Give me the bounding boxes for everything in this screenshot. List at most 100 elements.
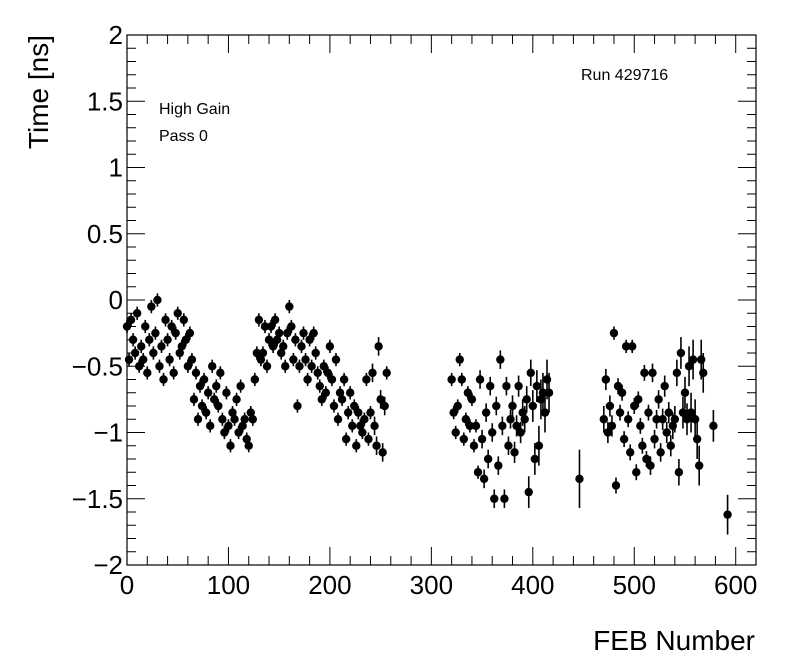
marker bbox=[504, 441, 513, 450]
marker bbox=[274, 328, 284, 338]
marker bbox=[654, 395, 663, 404]
marker bbox=[210, 395, 219, 404]
data-point bbox=[670, 406, 680, 433]
data-point bbox=[153, 293, 162, 307]
x-tick-label: 100 bbox=[207, 570, 250, 600]
marker bbox=[619, 434, 629, 444]
marker bbox=[628, 342, 637, 351]
marker bbox=[195, 381, 205, 391]
marker bbox=[686, 408, 696, 417]
data-point bbox=[502, 376, 511, 396]
marker bbox=[670, 415, 680, 424]
marker bbox=[490, 494, 499, 503]
data-point bbox=[544, 372, 554, 413]
data-point bbox=[179, 313, 189, 327]
data-point bbox=[191, 366, 201, 380]
data-point bbox=[528, 390, 538, 422]
marker bbox=[544, 388, 554, 397]
marker bbox=[455, 355, 464, 364]
marker bbox=[510, 448, 519, 457]
data-point bbox=[157, 339, 166, 353]
marker bbox=[248, 415, 257, 424]
marker bbox=[281, 362, 290, 371]
data-point bbox=[447, 372, 456, 387]
marker bbox=[471, 421, 481, 431]
marker bbox=[467, 395, 477, 404]
data-point bbox=[274, 326, 284, 340]
data-point bbox=[451, 425, 460, 440]
marker bbox=[514, 381, 523, 391]
marker bbox=[345, 388, 355, 397]
marker bbox=[193, 415, 203, 424]
marker bbox=[341, 434, 351, 444]
marker bbox=[652, 415, 661, 424]
marker bbox=[262, 362, 272, 371]
data-point bbox=[492, 396, 501, 416]
data-point bbox=[295, 359, 304, 373]
marker bbox=[376, 395, 385, 404]
data-point bbox=[193, 412, 203, 426]
marker bbox=[145, 335, 154, 344]
data-point bbox=[646, 456, 655, 475]
data-point bbox=[638, 437, 647, 454]
y-tick-label: −2 bbox=[93, 550, 123, 580]
marker bbox=[293, 401, 302, 411]
marker bbox=[697, 355, 706, 364]
marker bbox=[575, 474, 584, 484]
marker bbox=[153, 295, 162, 305]
marker bbox=[179, 315, 189, 325]
data-point bbox=[455, 353, 464, 367]
marker bbox=[528, 401, 538, 411]
data-point bbox=[321, 386, 331, 400]
data-point bbox=[366, 406, 375, 420]
data-point bbox=[678, 396, 688, 429]
data-point bbox=[325, 339, 335, 353]
marker bbox=[512, 421, 521, 431]
data-point bbox=[605, 395, 615, 417]
marker bbox=[234, 428, 243, 437]
data-point bbox=[534, 425, 544, 466]
annotation-pass: Pass 0 bbox=[159, 128, 208, 145]
x-tick-label: 600 bbox=[714, 570, 757, 600]
marker bbox=[157, 342, 166, 351]
data-point bbox=[147, 300, 156, 314]
data-point bbox=[510, 441, 519, 463]
plot-frame bbox=[126, 34, 757, 566]
marker bbox=[374, 342, 383, 351]
marker bbox=[502, 381, 511, 391]
marker bbox=[297, 342, 306, 351]
data-point bbox=[141, 319, 150, 334]
marker bbox=[364, 434, 373, 444]
data-point bbox=[315, 379, 324, 393]
data-point bbox=[163, 333, 172, 347]
data-point bbox=[183, 359, 193, 373]
marker bbox=[287, 322, 296, 331]
marker bbox=[368, 368, 377, 378]
marker bbox=[270, 315, 280, 325]
data-point bbox=[463, 386, 473, 400]
data-point bbox=[268, 339, 278, 353]
marker bbox=[372, 441, 381, 450]
data-point bbox=[130, 346, 140, 360]
marker bbox=[216, 368, 225, 378]
marker bbox=[244, 441, 253, 450]
marker bbox=[313, 368, 322, 378]
marker bbox=[360, 415, 369, 424]
data-point bbox=[187, 353, 197, 367]
data-point bbox=[199, 372, 209, 387]
data-point bbox=[159, 372, 168, 387]
data-point bbox=[526, 359, 535, 387]
data-point bbox=[260, 319, 270, 334]
marker bbox=[475, 375, 485, 384]
data-point bbox=[674, 459, 684, 486]
marker bbox=[258, 348, 268, 358]
data-point bbox=[615, 404, 625, 421]
marker bbox=[615, 408, 625, 417]
marker bbox=[325, 342, 335, 351]
data-point bbox=[323, 366, 333, 380]
marker bbox=[139, 355, 148, 364]
y-tick-label: −1 bbox=[93, 418, 123, 448]
marker bbox=[621, 342, 631, 351]
marker bbox=[197, 401, 207, 411]
marker bbox=[542, 375, 552, 384]
